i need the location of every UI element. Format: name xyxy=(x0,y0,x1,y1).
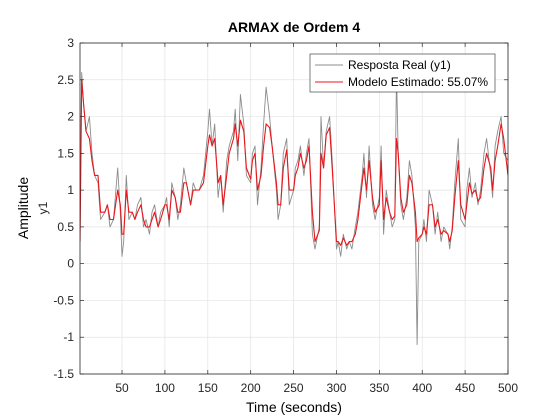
x-tick-label: 350 xyxy=(369,381,389,395)
y-tick-label: -1 xyxy=(63,330,74,344)
x-tick-label: 50 xyxy=(115,381,129,395)
x-tick-label: 250 xyxy=(284,381,304,395)
plot-area xyxy=(80,43,508,374)
y-tick-label: 2 xyxy=(67,110,74,124)
legend-label-real: Resposta Real (y1) xyxy=(348,58,451,72)
y-tick-label: -1.5 xyxy=(53,367,74,381)
series-line-real xyxy=(80,71,508,346)
x-tick-label: 450 xyxy=(455,381,475,395)
y-tick-label: 1.5 xyxy=(57,146,74,160)
legend-box xyxy=(309,53,496,93)
x-axis-label: Time (seconds) xyxy=(246,399,342,415)
y-tick-label: 3 xyxy=(67,36,74,50)
x-tick-label: 500 xyxy=(498,381,518,395)
series-line-model xyxy=(80,79,508,246)
y-tick-label: 1 xyxy=(67,183,74,197)
y-tick-label: 0 xyxy=(67,257,74,271)
x-tick-label: 400 xyxy=(412,381,432,395)
y-tick-label: 0.5 xyxy=(57,220,74,234)
tick-layer: 50 100 150 200 250 300 350 400 450 500 -1.5 -1 -0.5 0… xyxy=(53,36,518,395)
legend[interactable]: Resposta Real (y1) Modelo Estimado: 55.0… xyxy=(309,53,496,93)
x-tick-label: 100 xyxy=(155,381,175,395)
y-axis-label: Amplitude xyxy=(15,177,31,239)
series-layer xyxy=(80,71,508,346)
y-tick-label: 2.5 xyxy=(57,73,74,87)
legend-label-model: Modelo Estimado: 55.07% xyxy=(348,75,488,89)
x-tick-label: 300 xyxy=(326,381,346,395)
chart-title: ARMAX de Ordem 4 xyxy=(228,19,360,35)
x-tick-label: 200 xyxy=(241,381,261,395)
x-tick-label: 150 xyxy=(198,381,218,395)
y-tick-label: -0.5 xyxy=(53,293,74,307)
y-axis-sublabel: y1 xyxy=(36,201,50,214)
plot-frame xyxy=(79,42,509,375)
